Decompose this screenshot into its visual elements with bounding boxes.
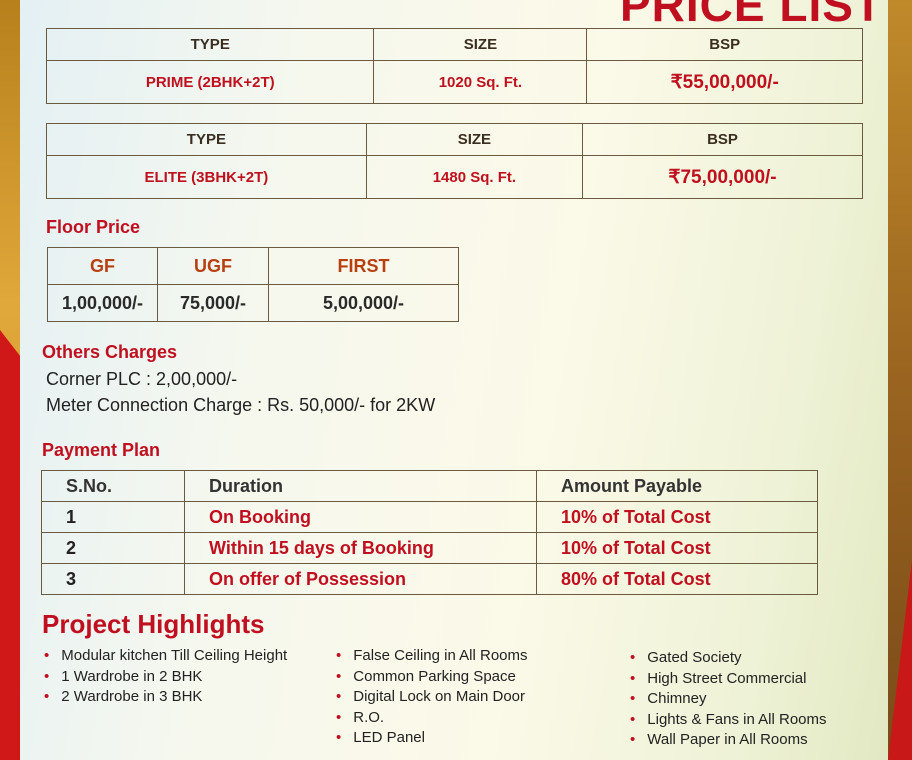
cell-sno: 2	[41, 532, 185, 564]
cell-duration: On Booking	[184, 501, 537, 533]
cell-amount: 80% of Total Cost	[536, 563, 818, 595]
list-item: Lights & Fans in All Rooms	[630, 710, 826, 731]
table-row: 2 Within 15 days of Booking 10% of Total C…	[41, 532, 818, 564]
cell-type: ELITE (3BHK+2T)	[46, 155, 367, 199]
meter-connection-charge: Meter Connection Charge : Rs. 50,000/- f…	[46, 395, 436, 415]
header-bsp: BSP	[582, 123, 863, 156]
list-item: R.O.	[336, 708, 528, 729]
unit-table-elite: TYPE SIZE BSP ELITE (3BHK+2T) 1480 Sq. Ft. ₹…	[46, 123, 863, 199]
cell-duration: Within 15 days of Booking	[184, 532, 537, 564]
cell-duration: On offer of Possession	[184, 563, 537, 595]
cell-sno: 1	[41, 501, 185, 533]
list-item: Modular kitchen Till Ceiling Height	[44, 646, 287, 667]
floor-price-heading: Floor Price	[46, 217, 141, 237]
page-title: PRICE LIST	[620, 0, 884, 31]
value-ugf: 75,000/-	[157, 284, 269, 322]
list-item: High Street Commercial	[630, 669, 827, 690]
cell-size: 1020 Sq. Ft.	[373, 60, 588, 104]
header-type: TYPE	[45, 28, 375, 61]
cell-amount: 10% of Total Cost	[536, 532, 818, 564]
payment-plan-table: S.No. Duration Amount Payable 1 On Booking 1…	[41, 470, 818, 595]
corner-plc: Corner PLC : 2,00,000/-	[46, 369, 238, 389]
payment-plan-heading: Payment Plan	[42, 440, 161, 460]
table-row: 1 On Booking 10% of Total Cost	[41, 501, 818, 533]
list-item: Gated Society	[630, 648, 827, 669]
table-row: 3 On offer of Possession 80% of Total Cost	[41, 563, 818, 595]
header-bsp: BSP	[586, 28, 863, 61]
list-item: LED Panel	[336, 728, 528, 749]
highlights-list-1: Modular kitchen Till Ceiling Height 1 Wa…	[44, 646, 287, 708]
cell-sno: 3	[41, 563, 185, 595]
list-item: Wall Paper in All Rooms	[630, 730, 827, 751]
cell-amount: 10% of Total Cost	[536, 501, 818, 533]
value-first: 5,00,000/-	[268, 284, 459, 322]
value-gf: 1,00,000/-	[47, 284, 158, 322]
header-first: FIRST	[268, 247, 459, 285]
header-amount: Amount Payable	[536, 470, 818, 502]
header-ugf: UGF	[157, 247, 269, 285]
cell-type: PRIME (2BHK+2T)	[45, 60, 375, 104]
highlights-list-2: False Ceiling in All Rooms Common Parkin…	[336, 646, 528, 749]
floor-price-table: GF UGF FIRST 1,00,000/- 75,000/- 5,00,000/-	[47, 247, 459, 322]
header-size: SIZE	[373, 28, 588, 61]
list-item: False Ceiling in All Rooms	[336, 646, 527, 667]
header-gf: GF	[47, 247, 158, 285]
header-sno: S.No.	[41, 470, 185, 502]
highlights-list-3: Gated Society High Street Commercial Chi…	[630, 648, 827, 751]
header-type: TYPE	[46, 123, 367, 156]
list-item: 2 Wardrobe in 3 BHK	[44, 687, 287, 708]
header-duration: Duration	[184, 470, 537, 502]
cell-bsp: ₹55,00,000/-	[586, 60, 863, 104]
unit-table-prime: TYPE SIZE BSP PRIME (2BHK+2T) 1020 Sq. Ft. ₹…	[45, 28, 863, 104]
cell-size: 1480 Sq. Ft.	[365, 155, 584, 199]
list-item: 1 Wardrobe in 2 BHK	[44, 667, 287, 688]
project-highlights-heading: Project Highlights	[42, 609, 265, 639]
list-item: Common Parking Space	[336, 667, 528, 688]
list-item: Chimney	[630, 689, 827, 710]
header-size: SIZE	[365, 123, 584, 156]
others-charges-heading: Others Charges	[42, 342, 178, 362]
list-item: Digital Lock on Main Door	[336, 687, 528, 708]
cell-bsp: ₹75,00,000/-	[582, 155, 863, 199]
